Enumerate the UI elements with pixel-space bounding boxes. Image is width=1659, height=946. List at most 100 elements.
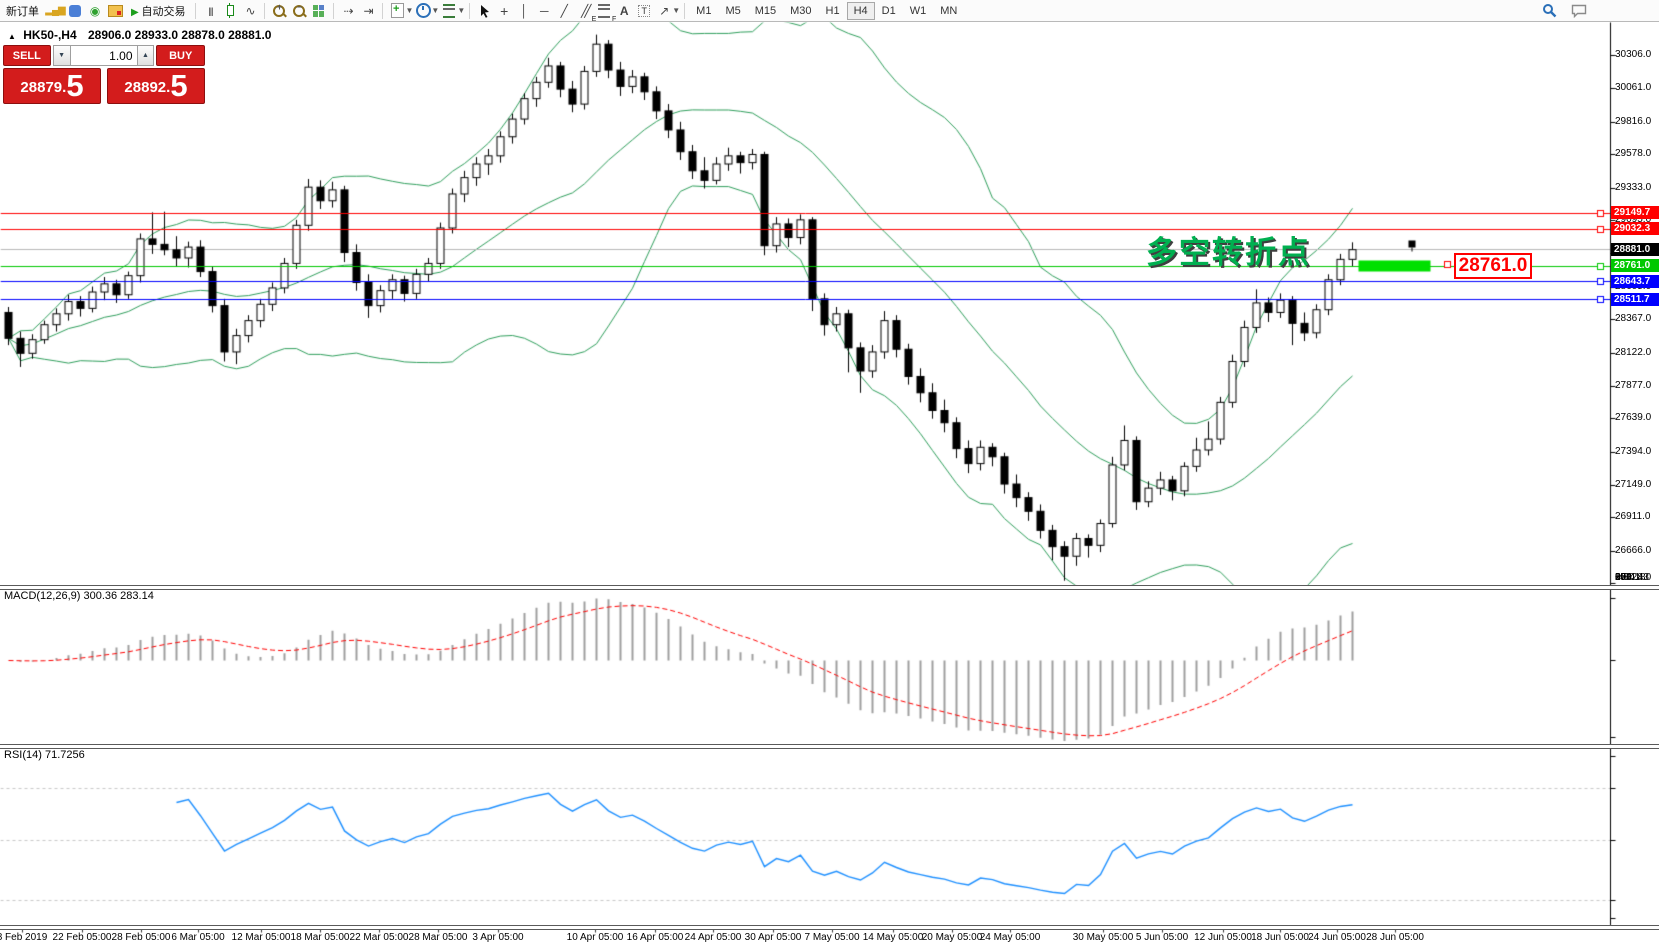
horizontal-line-icon[interactable]: ─ <box>539 3 549 18</box>
time-axis-label: 22 Mar 05:00 <box>349 932 409 943</box>
indicators-caret-icon[interactable]: ▼ <box>405 6 414 15</box>
timeframe-m5-button[interactable]: M5 <box>725 4 741 17</box>
time-axis-label: 7 May 05:00 <box>804 932 860 943</box>
macd-axis-tick: 373.18 <box>1615 572 1646 583</box>
new-chart-icon[interactable]: ▂▄▆ <box>45 5 65 16</box>
rsi-axis-tick: 50 <box>1615 572 1627 583</box>
arrows-caret-icon[interactable]: ▼ <box>672 6 681 15</box>
price-axis-tick: 29578.0 <box>1615 148 1652 160</box>
autotrading-button[interactable]: ▶ 自动交易 <box>131 5 186 18</box>
chat-icon[interactable] <box>1569 2 1589 20</box>
price-axis-tick: 29095.0 <box>1615 214 1652 226</box>
time-axis-label: 12 Jun 05:00 <box>1194 932 1252 943</box>
price-axis-tick: 27394.0 <box>1615 445 1652 457</box>
templates-icon[interactable] <box>439 2 459 20</box>
arrows-icon[interactable]: ↗ <box>659 3 670 18</box>
periods-icon[interactable] <box>413 2 433 20</box>
time-axis-label: 14 May 05:00 <box>862 932 924 943</box>
trendline-icon[interactable]: ╱ <box>560 3 568 18</box>
chart-annotation-text[interactable]: 多空转折点 <box>1146 235 1311 270</box>
price-axis-tick: 27639.0 <box>1615 412 1652 424</box>
buy-price[interactable]: 28892. 5 <box>107 68 205 104</box>
price-callout-label[interactable]: 28761.0 <box>1454 253 1532 279</box>
volume-increase-button[interactable]: ▲ <box>136 45 155 66</box>
time-axis-label: 18 Mar 05:00 <box>290 932 350 943</box>
timeframe-w1-button[interactable]: W1 <box>909 4 927 17</box>
price-axis-tick: 26911.0 <box>1615 511 1651 523</box>
periods-caret-icon[interactable]: ▼ <box>431 6 440 15</box>
symbol-ohlc: 28906.0 28933.0 28878.0 28881.0 <box>87 28 272 42</box>
time-axis-label: 18 Jun 05:00 <box>1251 932 1309 943</box>
time-axis-label: 24 Jun 05:00 <box>1308 932 1366 943</box>
price-axis-tick: 28367.0 <box>1615 313 1652 325</box>
timeframe-h1-button[interactable]: H1 <box>825 4 840 17</box>
chart-shift-icon[interactable]: ⇥ <box>363 3 374 18</box>
profiles-icon[interactable] <box>65 2 85 20</box>
buy-button[interactable]: BUY <box>156 45 205 66</box>
time-axis-label: 30 May 05:00 <box>1072 932 1134 943</box>
text-icon[interactable]: A <box>619 3 629 18</box>
pane-separator[interactable] <box>0 925 1659 930</box>
zoom-out-icon[interactable]: − <box>289 2 309 20</box>
crosshair-icon[interactable]: + <box>500 2 509 19</box>
time-axis-label: 20 May 05:00 <box>921 932 983 943</box>
bar-chart-icon[interactable]: ||| <box>208 5 213 16</box>
hline-price-tag: 28643.7 <box>1611 274 1659 288</box>
price-axis-tick: 30306.0 <box>1615 49 1652 61</box>
vertical-line-icon[interactable]: │ <box>520 3 528 18</box>
time-axis-label: 8 Feb 2019 <box>0 932 48 943</box>
macd-axis-tick: -484.43 <box>1615 572 1649 583</box>
search-icon[interactable] <box>1539 2 1559 20</box>
time-axis-label: 3 Apr 05:00 <box>472 932 524 943</box>
volume-decrease-button[interactable]: ▼ <box>52 45 71 66</box>
timeframe-bar: M1 M5 M15 M30 H1 H4 D1 W1 MN <box>689 1 964 20</box>
price-axis-tick: 26666.0 <box>1615 544 1652 556</box>
timeframe-mn-button[interactable]: MN <box>940 4 958 17</box>
tile-windows-icon[interactable] <box>309 2 329 20</box>
sell-button[interactable]: SELL <box>3 45 51 66</box>
templates-caret-icon[interactable]: ▼ <box>457 6 466 15</box>
time-axis-label: 28 Jun 05:00 <box>1366 932 1424 943</box>
history-center-icon[interactable] <box>105 2 125 20</box>
line-chart-icon[interactable]: ∿ <box>245 3 256 18</box>
pane-separator[interactable] <box>0 585 1659 590</box>
cursor-icon[interactable] <box>474 2 494 20</box>
pane-separator[interactable] <box>0 744 1659 749</box>
sell-price[interactable]: 28879. 5 <box>3 68 101 104</box>
rsi-axis-tick: 15 <box>1615 572 1627 583</box>
time-axis-label: 30 Apr 05:00 <box>744 932 802 943</box>
rsi-axis-tick: 100 <box>1615 572 1632 583</box>
time-axis-label: 28 Mar 05:00 <box>408 932 468 943</box>
macd-axis-tick: 0.00 <box>1615 572 1635 583</box>
symbol-info[interactable]: ▲ HK50-,H4 28906.0 28933.0 28878.0 28881… <box>8 28 271 42</box>
time-axis-label: 16 Apr 05:00 <box>626 932 684 943</box>
collapse-arrow-icon[interactable]: ▲ <box>8 32 16 41</box>
time-axis-label: 24 May 05:00 <box>979 932 1041 943</box>
timeframe-m30-button[interactable]: M30 <box>790 4 812 17</box>
timeframe-d1-button[interactable]: D1 <box>881 4 896 17</box>
fibonacci-icon[interactable]: F <box>594 2 616 23</box>
signals-icon[interactable]: ◉ <box>89 3 101 18</box>
candlestick-chart-icon[interactable] <box>220 2 240 20</box>
time-axis-label: 22 Feb 05:00 <box>52 932 112 943</box>
price-axis-tick: 30061.0 <box>1615 82 1652 94</box>
rsi-axis-tick: 0 <box>1615 572 1621 583</box>
text-label-icon[interactable]: T <box>634 2 654 20</box>
timeframe-m1-button[interactable]: M1 <box>696 4 712 17</box>
auto-scroll-icon[interactable]: ⇢ <box>343 3 354 18</box>
timeframe-h4-button[interactable]: H4 <box>846 1 875 20</box>
equidistant-channel-icon[interactable]: ╱╱ E <box>581 3 597 23</box>
volume-input[interactable] <box>70 45 137 66</box>
hline-price-tag: 28511.7 <box>1611 292 1659 306</box>
macd-indicator-label: MACD(12,26,9) 300.36 283.14 <box>4 590 154 602</box>
indicators-icon[interactable] <box>387 2 407 20</box>
new-order-button[interactable]: 新订单 <box>6 5 39 18</box>
price-axis-tick: 26428.0 <box>1615 572 1652 583</box>
price-axis-tick: 28122.0 <box>1615 346 1652 358</box>
one-click-trading-panel: SELL ▼ ▲ BUY 28879.5 28892.5 <box>3 45 205 104</box>
timeframe-m15-button[interactable]: M15 <box>754 4 777 17</box>
price-axis-tick: 29333.0 <box>1615 181 1652 193</box>
hline-price-tag: 29032.3 <box>1611 222 1659 236</box>
zoom-in-icon[interactable]: + <box>269 2 289 20</box>
